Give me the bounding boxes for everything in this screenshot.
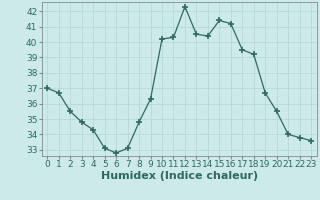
- X-axis label: Humidex (Indice chaleur): Humidex (Indice chaleur): [100, 171, 258, 181]
